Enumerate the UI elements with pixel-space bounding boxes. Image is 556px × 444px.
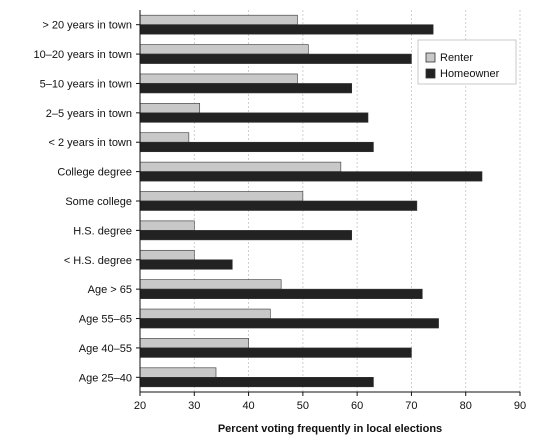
bar-homeowner-age-25-40 xyxy=(139,377,374,388)
legend-label-homeowner: Homeowner xyxy=(440,68,500,80)
x-tick-label-50: 50 xyxy=(297,400,309,412)
x-tick-label-40: 40 xyxy=(242,400,254,412)
bar-renter-2-years-in-town xyxy=(139,132,190,143)
bar-renter-10-20-years-in-town xyxy=(139,44,309,55)
bar-homeowner-5-10-years-in-town xyxy=(139,83,353,94)
tick-labels: 20 30 40 50 60 70 80 90 xyxy=(134,400,526,412)
bar-homeowner-age-40-55 xyxy=(139,347,412,358)
bar-renter-h-s-degree xyxy=(139,249,195,261)
legend-swatch-renter xyxy=(425,52,436,63)
category-label-age-25-40: Age 25–40 xyxy=(79,372,132,384)
legend-label-renter: Renter xyxy=(440,52,473,64)
bar-renter-20-years-in-town xyxy=(139,14,298,25)
legend-swatch-homeowner xyxy=(425,68,436,79)
category-labels: > 20 years in town 10–20 years in town 5–1… xyxy=(34,20,132,385)
category-label-5-10-years-in-town: 5–10 years in town xyxy=(40,78,132,90)
bar-homeowner-2-years-in-town xyxy=(139,141,374,153)
category-label-h-s-degree: H.S. degree xyxy=(73,225,132,237)
category-label-20-years-in-town: > 20 years in town xyxy=(42,20,132,32)
legend: Renter Homeowner xyxy=(417,39,517,85)
bar-renter-h-s-degree xyxy=(139,220,195,231)
bar-homeowner-20-years-in-town xyxy=(139,24,434,35)
category-label-age-65: Age > 65 xyxy=(88,284,132,296)
category-label-2-5-years-in-town: 2–5 years in town xyxy=(46,108,132,120)
x-tick-label-20: 20 xyxy=(134,400,146,412)
x-axis-title: Percent voting frequently in local elect… xyxy=(218,423,442,435)
category-label-h-s-degree: < H.S. degree xyxy=(64,255,132,267)
bar-renter-age-55-65 xyxy=(139,308,271,319)
bar-homeowner-age-55-65 xyxy=(139,318,439,329)
bar-homeowner-2-5-years-in-town xyxy=(139,112,369,123)
x-tick-label-70: 70 xyxy=(405,400,417,412)
axes xyxy=(136,10,521,396)
category-label-age-40-55: Age 40–55 xyxy=(79,343,132,355)
bar-renter-5-10-years-in-town xyxy=(139,73,298,84)
x-tick-label-30: 30 xyxy=(188,400,200,412)
bar-homeowner-h-s-degree xyxy=(139,259,233,270)
category-label-age-55-65: Age 55–65 xyxy=(79,314,132,326)
bar-renter-age-65 xyxy=(139,279,282,290)
bar-renter-age-40-55 xyxy=(139,338,249,349)
category-label-college-degree: College degree xyxy=(57,167,132,179)
bar-homeowner-some-college xyxy=(139,200,418,211)
bars xyxy=(139,14,483,388)
x-tick-label-60: 60 xyxy=(351,400,363,412)
bar-homeowner-age-65 xyxy=(139,288,423,299)
bar-renter-college-degree xyxy=(139,161,342,172)
bar-homeowner-10-20-years-in-town xyxy=(139,53,412,64)
bar-homeowner-h-s-degree xyxy=(139,230,353,241)
category-label-2-years-in-town: < 2 years in town xyxy=(49,137,132,149)
bar-homeowner-college-degree xyxy=(139,171,483,182)
x-tick-label-80: 80 xyxy=(460,400,472,412)
category-label-10-20-years-in-town: 10–20 years in town xyxy=(34,49,132,61)
x-tick-label-90: 90 xyxy=(514,400,526,412)
bar-renter-2-5-years-in-town xyxy=(139,103,201,114)
bar-renter-some-college xyxy=(139,191,304,202)
bar-renter-age-25-40 xyxy=(139,367,217,378)
category-label-some-college: Some college xyxy=(65,196,132,208)
